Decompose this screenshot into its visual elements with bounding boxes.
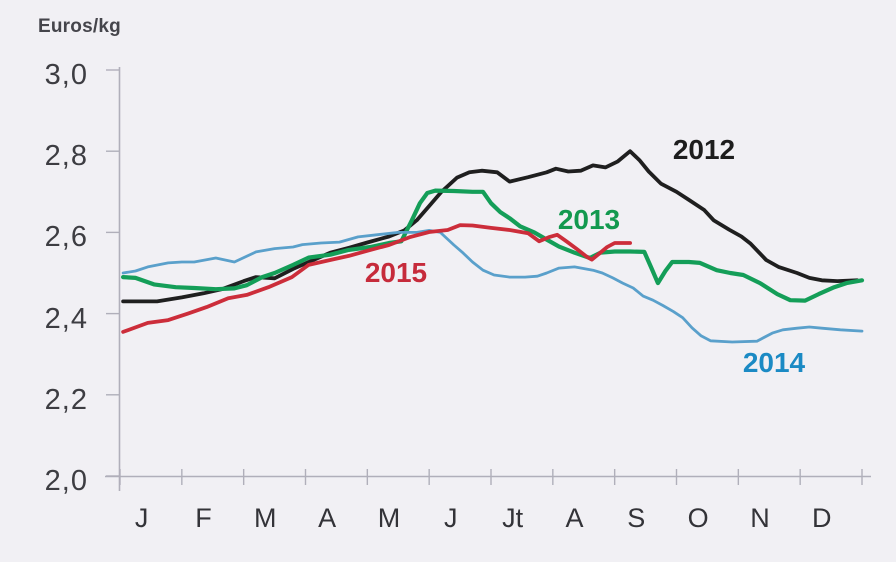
x-tick-label-month: J (444, 503, 458, 533)
series-line-2012 (121, 149, 859, 304)
x-tick-label-month: N (750, 503, 770, 533)
x-tick-label-month: M (377, 503, 401, 533)
y-tick-label: 2,8 (44, 140, 88, 173)
y-axis-unit-label: Euros/kg (38, 16, 121, 37)
x-tick-label-month: S (627, 503, 646, 533)
x-tick-label-month: D (812, 503, 832, 533)
series-label-2013: 2013 (558, 204, 620, 235)
y-tick-label: 2,2 (44, 383, 88, 416)
x-tick-label-month: A (565, 503, 584, 533)
y-tick-label: 2,0 (44, 465, 88, 497)
y-tick-label: 3,0 (44, 59, 88, 91)
series-label-2012: 2012 (673, 134, 735, 165)
x-tick-label-month: O (687, 503, 709, 533)
x-tick-label-month: J (134, 503, 149, 533)
y-tick-label: 2,6 (44, 221, 88, 254)
series-line-2015 (121, 223, 632, 334)
series-label-2015: 2015 (365, 257, 427, 288)
x-tick-label-month: Jt (502, 503, 524, 533)
x-tick-label-month: F (195, 503, 212, 533)
x-tick-label-month: M (254, 503, 277, 533)
series-line-2014 (121, 228, 864, 344)
y-tick-label: 2,4 (44, 302, 88, 335)
x-tick-label-month: A (318, 503, 337, 533)
series-label-2014: 2014 (743, 347, 806, 378)
series-line-2013 (120, 188, 865, 303)
